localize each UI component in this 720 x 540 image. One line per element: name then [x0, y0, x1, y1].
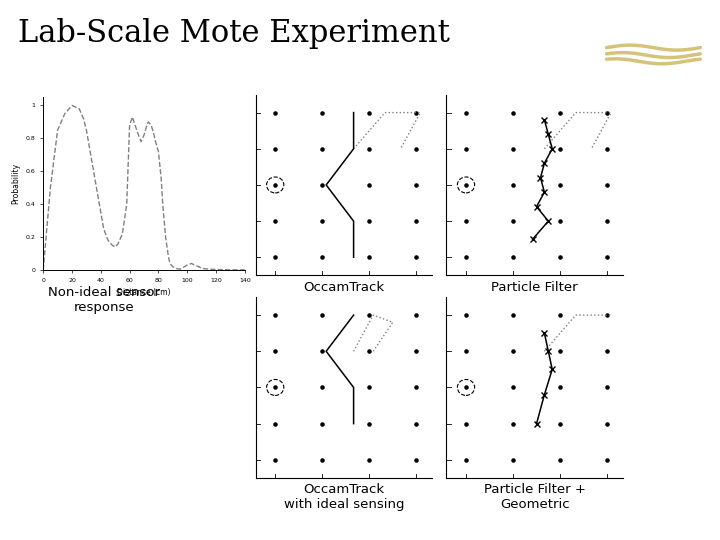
Text: Particle Filter: Particle Filter [491, 281, 578, 294]
Text: Lab-Scale Mote Experiment: Lab-Scale Mote Experiment [18, 18, 449, 49]
Text: OccamTrack: OccamTrack [303, 281, 384, 294]
Text: UCSB: UCSB [634, 18, 677, 32]
Text: Non-ideal sensor
response: Non-ideal sensor response [48, 286, 161, 314]
Y-axis label: Probability: Probability [11, 163, 20, 204]
Text: OccamTrack
with ideal sensing: OccamTrack with ideal sensing [284, 483, 404, 511]
X-axis label: Distance (cm): Distance (cm) [117, 288, 171, 297]
Text: Particle Filter +
Geometric: Particle Filter + Geometric [484, 483, 585, 511]
